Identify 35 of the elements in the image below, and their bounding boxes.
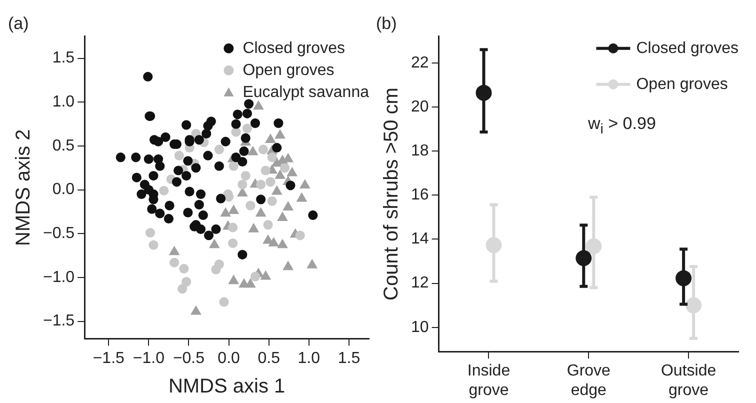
y-tick-label: 14: [411, 230, 429, 248]
x-tick-label: −0.5: [172, 350, 205, 367]
y-tick-label: 18: [411, 142, 429, 160]
y-tick-label: 16: [411, 186, 429, 204]
x-tick-label: Outside grove: [660, 362, 716, 399]
y-tick-label: 20: [411, 98, 429, 116]
x-tick-label: Grove edge: [566, 362, 611, 399]
legend-label: Closed groves: [242, 40, 345, 57]
x-tick-label: 0.5: [258, 350, 280, 367]
legend-label: Closed groves: [636, 40, 739, 57]
x-tick-label: 1.0: [298, 350, 320, 367]
x-tick-label: 0.0: [218, 350, 240, 367]
annotation: w$_{i}$ > 0.99: [588, 114, 656, 138]
legend-label: Eucalypt savanna: [242, 84, 370, 101]
y-tick-label: 1.0: [52, 94, 75, 111]
y-axis-title: Count of shrubs >50 cm: [380, 88, 403, 300]
y-tick-label: 12: [411, 274, 429, 292]
chart-title: (a): [8, 14, 29, 33]
y-tick-label: 0.0: [52, 181, 75, 198]
x-tick-label: −1.5: [92, 350, 125, 367]
legend-label: Open groves: [636, 76, 728, 93]
y-axis-title: NMDS axis 2: [12, 129, 35, 246]
y-tick-label: −0.5: [42, 225, 75, 242]
y-tick-label: −1.5: [42, 312, 75, 330]
y-tick-label: 1.5: [52, 50, 75, 67]
chart-title: (b): [376, 14, 397, 33]
y-tick-label: 0.5: [52, 137, 75, 154]
x-tick-label: −1.0: [132, 350, 165, 367]
legend-label: Open groves: [242, 62, 334, 79]
x-tick-label: 1.5: [338, 350, 360, 367]
y-tick-label: 10: [411, 318, 429, 336]
y-tick-label: 22: [411, 54, 429, 72]
x-tick-label: Inside grove: [467, 362, 510, 399]
y-tick-label: −1.0: [42, 268, 75, 286]
x-axis-title: NMDS axis 1: [168, 376, 286, 398]
